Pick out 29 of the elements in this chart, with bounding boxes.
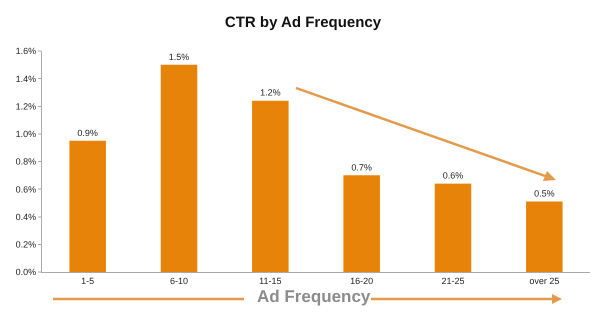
data-label: 0.5% <box>534 188 555 199</box>
data-label: 0.6% <box>442 170 464 181</box>
x-tick-label: over 25 <box>529 276 560 286</box>
y-tick-label: 0.4% <box>16 212 36 222</box>
y-tick-label: 0.0% <box>16 267 36 278</box>
y-tick-label: 0.2% <box>16 240 36 250</box>
x-tick-label: 6-10 <box>170 276 188 286</box>
bar <box>526 202 563 272</box>
data-label: 1.2% <box>260 88 281 98</box>
y-tick-label: 1.6% <box>16 46 36 56</box>
bar <box>252 100 289 272</box>
y-tick-label: 1.2% <box>16 101 36 112</box>
bar <box>343 175 380 272</box>
y-tick-label: 1.0% <box>16 129 36 140</box>
data-label: 1.5% <box>168 52 190 62</box>
chart-title: CTR by Ad Frequency <box>224 14 382 32</box>
bar <box>160 64 198 272</box>
x-axis-title: Ad Frequency <box>257 287 370 307</box>
bar <box>434 184 472 272</box>
x-tick-label: 16-20 <box>350 276 374 286</box>
data-label: 0.7% <box>351 162 372 172</box>
y-tick-label: 0.8% <box>16 156 36 167</box>
bar <box>69 140 106 272</box>
x-tick-label: 11-15 <box>259 276 282 286</box>
y-tick-label: 1.4% <box>16 74 36 84</box>
y-tick-label: 0.6% <box>16 184 36 194</box>
data-label: 0.9% <box>77 128 98 138</box>
x-tick-label: 1-5 <box>81 276 94 286</box>
x-tick-label: 21-25 <box>441 276 465 286</box>
